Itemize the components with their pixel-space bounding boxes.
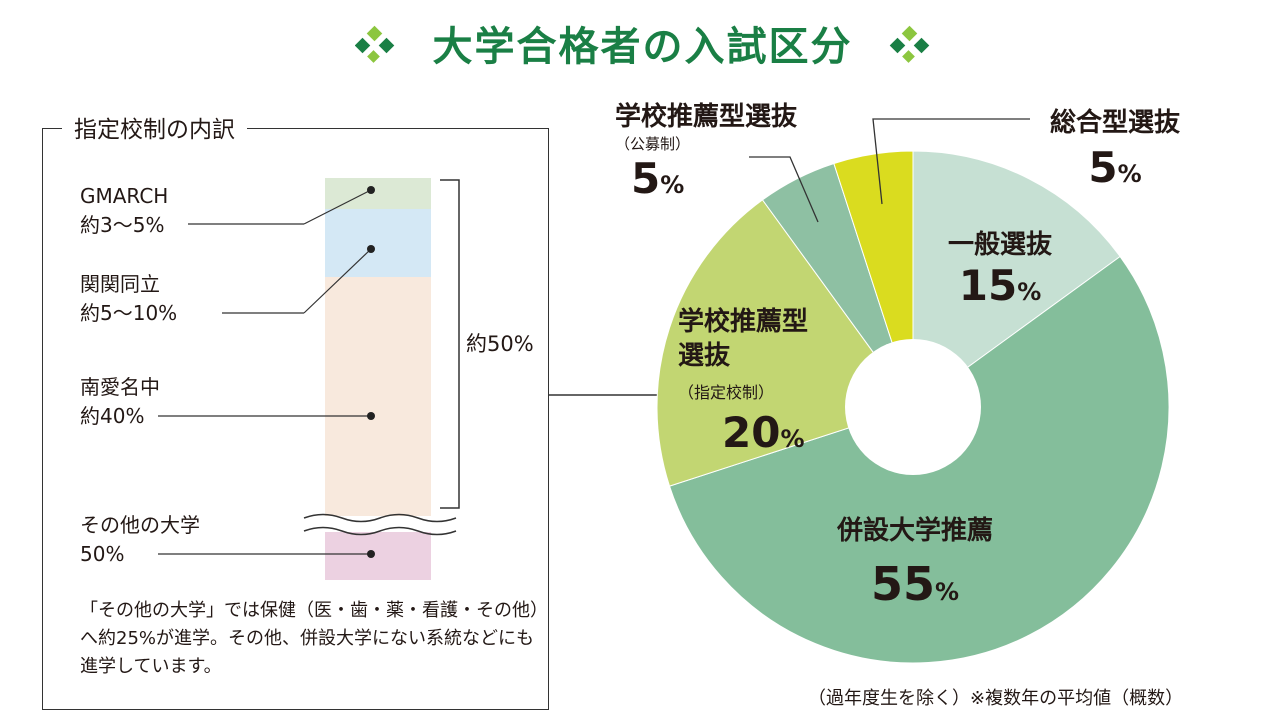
diamond-ornament-icon — [354, 25, 394, 63]
bracket — [440, 179, 460, 509]
slice-label-recommend-public: 学校推薦型選抜 （公募制） 5% — [615, 96, 797, 203]
slice-label-general: 一般選抜 15% — [940, 224, 1060, 310]
diamond-ornament-icon — [890, 25, 930, 63]
slice-sub-recommend-designated: （指定校制） — [678, 383, 775, 402]
slice-name-affiliated: 併設大学推薦 — [836, 516, 993, 546]
label-gmarch-value: 約3〜5% — [80, 213, 165, 237]
label-gmarch: GMARCH 約3〜5% — [80, 182, 168, 240]
label-other-universities: その他の大学 50% — [80, 511, 200, 569]
slice-value-recommend-public: 5 — [631, 154, 661, 203]
slice-name-recommend-designated: 学校推薦型選抜 — [678, 307, 809, 371]
page-title: 大学合格者の入試区分 — [0, 14, 1285, 72]
leader-line-comprehensive — [872, 118, 1030, 205]
slice-label-affiliated: 併設大学推薦 55% — [820, 510, 1010, 611]
leader-line-recommend-public — [749, 156, 819, 223]
slice-unit-comprehensive: % — [1117, 160, 1142, 188]
slice-value-recommend-designated: 20 — [722, 408, 781, 457]
breakdown-bar-graphic — [158, 178, 699, 580]
label-other-universities-name: その他の大学 — [80, 513, 200, 537]
breakdown-title: 指定校制の内訳 — [62, 110, 247, 144]
slice-name-comprehensive: 総合型選抜 — [1049, 108, 1180, 138]
slice-unit-recommend-public: % — [660, 171, 685, 199]
breakdown-panel — [42, 128, 549, 710]
marker-dot-other-universities — [367, 550, 375, 558]
slice-unit-general: % — [1017, 278, 1042, 306]
slice-name-general: 一般選抜 — [947, 230, 1052, 260]
slice-sub-recommend-public: （公募制） — [615, 135, 691, 153]
label-nanaimeichu-name: 南愛名中 — [80, 375, 160, 399]
bar-segment-nanaimeichu — [325, 277, 431, 516]
label-nanaimeichu: 南愛名中 約40% — [80, 373, 160, 431]
label-other-universities-value: 50% — [80, 542, 125, 566]
breakdown-note: 「その他の大学」では保健（医・歯・薬・看護・その他）へ約25%が進学。その他、併… — [80, 600, 539, 677]
slice-value-general: 15 — [958, 261, 1018, 310]
marker-dot-gmarch — [367, 186, 375, 194]
slice-name-recommend-public: 学校推薦型選抜 — [615, 102, 798, 132]
bar-segment-kankandoritsu — [325, 209, 431, 277]
slice-general — [912, 150, 1121, 408]
slice-unit-affiliated: % — [934, 578, 960, 606]
slice-label-recommend-designated: 学校推薦型選抜 （指定校制） 20% — [678, 305, 858, 457]
slice-unit-recommend-designated: % — [780, 425, 805, 453]
marker-dot-nanaimeichu — [367, 412, 375, 420]
label-kankandoritsu: 関関同立 約5〜10% — [80, 270, 177, 328]
footnote: （過年度生を除く）※複数年の平均値（概数） — [808, 688, 1184, 709]
label-gmarch-name: GMARCH — [80, 184, 169, 208]
break-mark-top — [303, 513, 457, 523]
marker-dot-kankandoritsu — [367, 245, 375, 253]
slice-value-affiliated: 55 — [870, 557, 935, 611]
leader-line-kankandoritsu — [303, 248, 372, 314]
leader-line-gmarch — [303, 189, 372, 225]
label-kankandoritsu-value: 約5〜10% — [80, 301, 178, 325]
slice-label-comprehensive: 総合型選抜 5% — [1040, 102, 1190, 192]
slice-value-comprehensive: 5 — [1088, 143, 1118, 192]
donut-hole — [845, 339, 981, 475]
label-nanaimeichu-value: 約40% — [80, 404, 145, 428]
page-title-text: 大学合格者の入試区分 — [432, 24, 853, 70]
bar-segment-other-universities — [325, 532, 431, 580]
break-mark-bottom — [303, 526, 457, 536]
label-kankandoritsu-name: 関関同立 — [80, 272, 160, 296]
bracket-label: 約50% — [466, 332, 534, 356]
